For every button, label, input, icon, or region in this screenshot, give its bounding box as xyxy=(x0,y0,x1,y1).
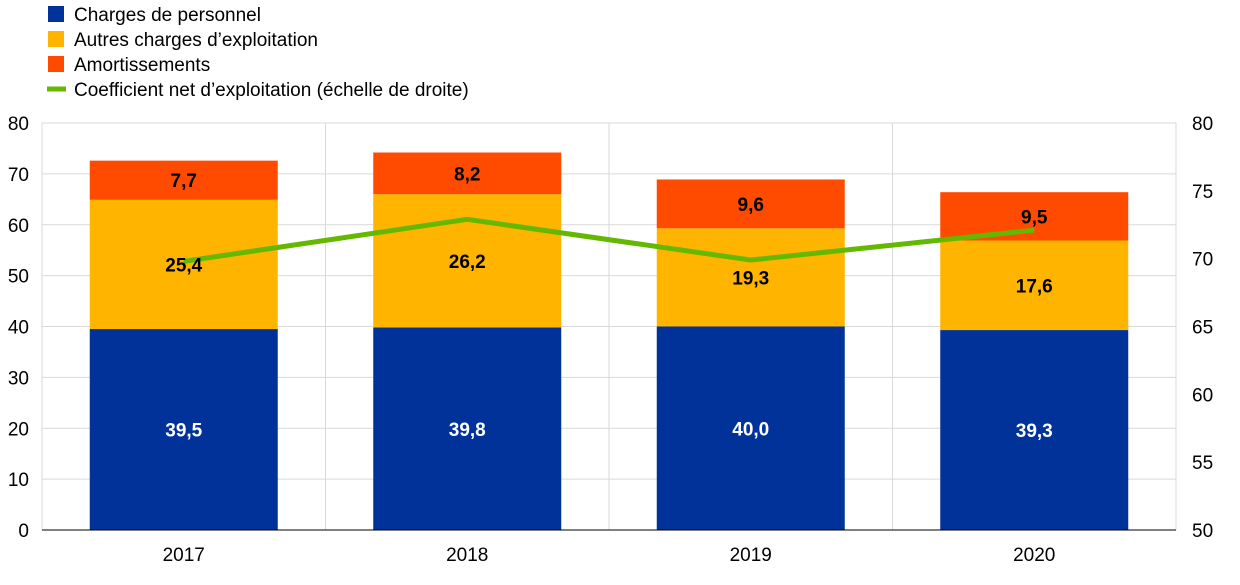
y-right-tick-label: 65 xyxy=(1192,318,1213,339)
line-point xyxy=(750,259,752,261)
data-label: 26,2 xyxy=(449,252,486,273)
bar-segment xyxy=(656,179,845,229)
line-series xyxy=(183,216,1035,264)
data-label: 40,0 xyxy=(732,419,769,440)
y-right-tick-label: 80 xyxy=(1192,114,1213,135)
y-right-tick-label: 55 xyxy=(1192,453,1213,474)
line-point xyxy=(183,260,185,262)
data-label: 17,6 xyxy=(1016,276,1053,297)
y-right-tick-label: 75 xyxy=(1192,182,1213,203)
bar-segment xyxy=(89,199,278,330)
legend-label: Coefficient net d’exploitation (échelle … xyxy=(74,80,469,101)
x-tick-label: 2019 xyxy=(730,545,772,566)
legend-label: Autres charges d’exploitation xyxy=(74,30,318,51)
line-point xyxy=(466,218,468,220)
data-labels: 39,5 25,4 7,7 39,8 26,2 8,2 40,0 19,3 9,6 39,3 17,… xyxy=(165,164,1052,442)
legend-swatch xyxy=(48,6,64,22)
x-tick-label: 2017 xyxy=(163,545,205,566)
legend-label: Amortissements xyxy=(74,55,210,76)
bar-segment xyxy=(89,329,278,530)
data-label: 39,5 xyxy=(165,421,202,442)
line-point xyxy=(1033,229,1035,231)
bar-segment xyxy=(89,160,278,200)
y-left-tick-label: 30 xyxy=(8,368,29,389)
y-left-tick-label: 10 xyxy=(8,470,29,491)
y-right-tick-label: 50 xyxy=(1192,521,1213,542)
y-left-tick-label: 80 xyxy=(8,114,29,135)
bar-segment xyxy=(373,152,562,195)
y-left-tick-label: 40 xyxy=(8,318,29,339)
data-label: 9,6 xyxy=(738,195,764,216)
bar-segment xyxy=(373,194,562,328)
y-left-tick-label: 70 xyxy=(8,165,29,186)
y-left-tick-label: 50 xyxy=(8,267,29,288)
data-label: 9,5 xyxy=(1021,207,1048,228)
y-left-tick-label: 0 xyxy=(18,521,29,542)
x-tick-label: 2018 xyxy=(446,545,488,566)
legend-swatch xyxy=(48,56,64,72)
legend: Charges de personnel Autres charges d’exp… xyxy=(47,5,469,101)
bar-segment xyxy=(373,327,562,530)
data-label: 7,7 xyxy=(171,171,197,192)
bar-segment xyxy=(940,330,1129,530)
data-label: 39,8 xyxy=(449,420,486,441)
bars xyxy=(89,152,1129,530)
axes: 0 10 20 30 40 50 60 70 80 50 55 60 65 70 75 80 2017 2018 2… xyxy=(8,114,1213,566)
data-label: 19,3 xyxy=(732,268,769,289)
bar-segment xyxy=(656,228,845,327)
y-left-tick-label: 20 xyxy=(8,419,29,440)
data-label: 25,4 xyxy=(165,255,202,276)
legend-label: Charges de personnel xyxy=(74,5,261,26)
legend-swatch xyxy=(48,31,64,47)
line-coefficient xyxy=(183,216,1035,264)
y-right-tick-label: 70 xyxy=(1192,250,1213,271)
bar-segment xyxy=(940,240,1129,331)
y-left-tick-label: 60 xyxy=(8,216,29,237)
x-tick-label: 2020 xyxy=(1013,545,1055,566)
data-label: 8,2 xyxy=(454,164,480,185)
y-right-tick-label: 60 xyxy=(1192,385,1213,406)
bar-segment xyxy=(656,326,845,530)
data-label: 39,3 xyxy=(1016,421,1053,442)
